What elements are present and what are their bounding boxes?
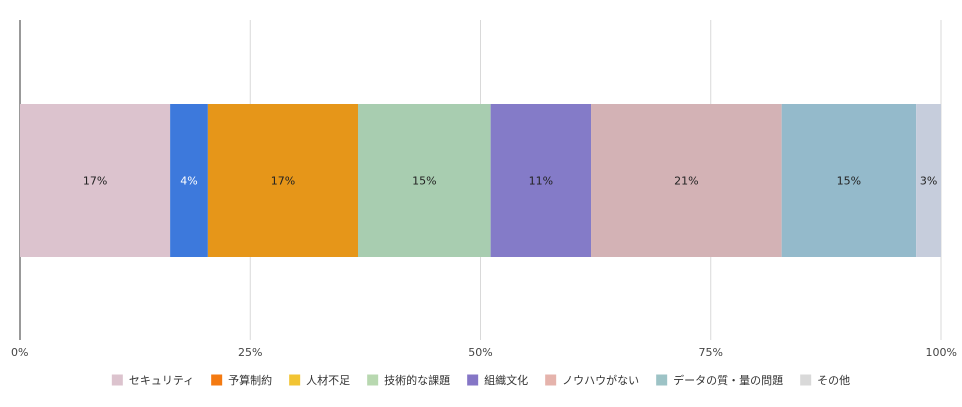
x-tick-label: 0% [11,346,28,359]
legend-swatch [211,374,223,386]
x-axis-ticks: 0% 25% 50% 75% 100% [11,346,957,359]
legend-label: 予算制約 [228,373,272,387]
legend-swatch [289,374,301,386]
data-label: 11% [529,175,553,188]
legend-label: その他 [817,374,850,387]
legend-swatch [111,374,123,386]
bar-segment [170,104,208,257]
legend-label: ノウハウがない [562,373,639,387]
legend-label: 人材不足 [306,373,350,387]
legend-swatch [656,374,668,386]
bar-segment [781,104,917,257]
data-label: 17% [271,175,295,188]
bar-segment [207,104,359,257]
data-label: 15% [837,175,861,188]
data-label: 4% [180,175,197,188]
bar-segments: 17% 4% 17% 15% 11% 21% 15% 3% [20,104,941,257]
x-tick-label: 75% [699,346,723,359]
x-tick-label: 100% [926,346,957,359]
legend-swatch [467,374,479,386]
legend-label: セキュリティ [129,374,194,387]
legend-swatch [545,374,557,386]
data-label: 3% [920,175,937,188]
legend: セキュリティ 予算制約 人材不足 技術的な課題 組織文化 ノウハウがない データの質・量の問… [111,373,850,387]
x-tick-label: 25% [238,346,262,359]
data-label: 15% [412,175,436,188]
bar-segment [20,104,171,257]
x-tick-label: 50% [468,346,492,359]
data-label: 21% [674,175,698,188]
bar-segment [358,104,491,257]
legend-label: 技術的な課題 [384,373,450,387]
bar-segment [490,104,592,257]
data-label: 17% [83,175,107,188]
bar-segment [591,104,782,257]
legend-label: データの質・量の問題 [673,373,783,387]
bar-segment [916,104,941,257]
legend-swatch [800,374,812,386]
legend-swatch [367,374,379,386]
legend-label: 組織文化 [484,373,528,387]
